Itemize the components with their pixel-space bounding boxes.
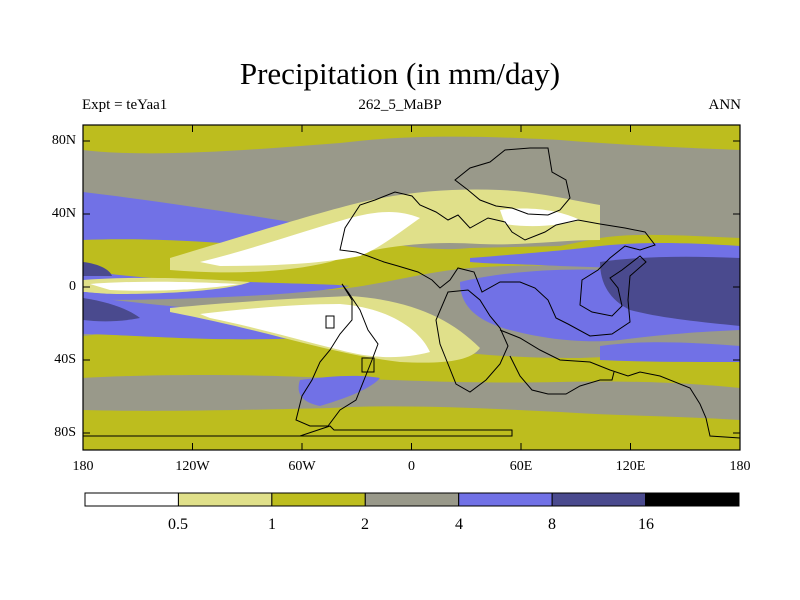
- lat-label-0: 0: [69, 279, 76, 294]
- lon-label-60e: 60E: [509, 459, 533, 474]
- colorbar: [84, 492, 740, 507]
- field-white-ne: [500, 208, 580, 227]
- continent-asia-south: [499, 329, 740, 439]
- experiment-label: Expt = teYaa1: [82, 97, 168, 113]
- field-darkblue-pacific-w: [83, 262, 112, 276]
- continent-africa: [435, 289, 509, 393]
- colorbar-label-1: 1: [268, 516, 276, 533]
- island-small: [325, 315, 335, 329]
- field-gray-south: [83, 375, 740, 420]
- colorbar-label-8: 8: [548, 516, 556, 533]
- plot-title: Precipitation (in mm/day): [239, 56, 561, 91]
- continent-sa: [295, 283, 379, 427]
- continent-australia: [509, 355, 615, 395]
- colorbar-box-4-8: [458, 492, 553, 507]
- field-white-eq: [90, 281, 240, 291]
- field-darkblue-sw: [83, 298, 140, 322]
- colorbar-box-8-16: [551, 492, 647, 507]
- colorbar-label-0-5: 0.5: [168, 516, 188, 533]
- lat-label-80s: 80S: [54, 425, 76, 440]
- field-white-s: [200, 304, 430, 358]
- colorbar-box-2-4: [364, 492, 460, 507]
- field-darkblue-pacific-e: [600, 256, 740, 326]
- colorbar-label-16: 16: [638, 516, 654, 533]
- lat-label-40n: 40N: [51, 206, 76, 221]
- lon-label-0: 0: [408, 459, 415, 474]
- lon-label-120e: 120E: [615, 459, 646, 474]
- island-2: [361, 357, 375, 373]
- period-label: 262_5_MaBP: [358, 97, 442, 113]
- continent-outline: [339, 191, 656, 337]
- field-blue-se: [600, 342, 740, 362]
- colorbar-box-<0.5: [84, 492, 179, 507]
- lat-label-40s: 40S: [54, 352, 76, 367]
- field-blue-sw: [298, 375, 380, 406]
- colorbar-box-1-2: [271, 492, 366, 507]
- lon-label-180w: 180: [72, 459, 94, 474]
- colorbar-label-2: 2: [361, 516, 369, 533]
- continent-north: [454, 147, 571, 216]
- field-white-n: [200, 212, 420, 266]
- continent-antarctica: [83, 425, 513, 437]
- lon-label-60w: 60W: [288, 459, 316, 474]
- season-label: ANN: [708, 97, 742, 113]
- colorbar-box-0.5-1: [177, 492, 273, 507]
- axis-ticks: [82, 125, 741, 450]
- colorbar-label-4: 4: [455, 516, 463, 533]
- lat-label-80n: 80N: [51, 133, 76, 148]
- lon-label-180e: 180: [729, 459, 751, 474]
- lon-label-120w: 120W: [175, 459, 210, 474]
- colorbar-box->16: [645, 492, 740, 507]
